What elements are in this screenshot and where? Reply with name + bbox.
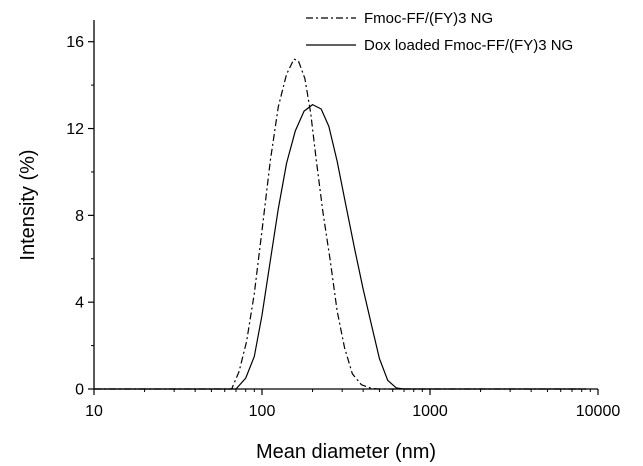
y-tick-label: 12	[66, 121, 84, 138]
x-axis-title: Mean diameter (nm)	[256, 441, 436, 463]
series-line-1	[94, 59, 586, 389]
x-ticks: 10 100 1000 10000	[85, 389, 620, 420]
y-tick-label: 4	[75, 295, 84, 312]
y-axis-title: Intensity (%)	[17, 149, 39, 260]
y-ticks: 0 4 8 12 16	[66, 34, 94, 398]
x-tick-label: 10000	[576, 403, 621, 420]
x-tick-label: 10	[85, 403, 103, 420]
series-layer	[94, 59, 586, 389]
x-tick-label: 1000	[412, 403, 448, 420]
y-tick-label: 8	[75, 208, 84, 225]
y-tick-label: 0	[75, 382, 84, 399]
legend-label-series-2: Dox loaded Fmoc-FF/(FY)3 NG	[364, 37, 573, 54]
y-tick-label: 16	[66, 34, 84, 51]
x-tick-label: 100	[249, 403, 276, 420]
legend: Fmoc-FF/(FY)3 NG Dox loaded Fmoc-FF/(FY)…	[306, 10, 573, 54]
legend-label-series-1: Fmoc-FF/(FY)3 NG	[364, 10, 493, 27]
series-line-2	[94, 105, 586, 389]
